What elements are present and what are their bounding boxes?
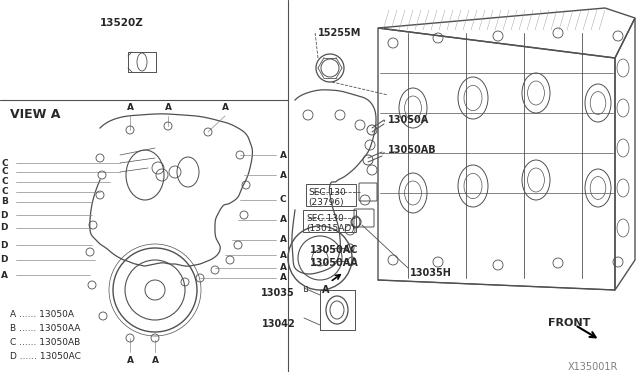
Text: FRONT: FRONT xyxy=(548,318,590,328)
Text: 13050A: 13050A xyxy=(388,115,429,125)
Bar xyxy=(303,210,356,232)
Text: C: C xyxy=(1,177,8,186)
Text: A: A xyxy=(127,103,134,112)
Text: A: A xyxy=(322,285,330,295)
Text: 13035H: 13035H xyxy=(410,268,452,278)
Text: D: D xyxy=(1,211,8,219)
Text: SEC.130: SEC.130 xyxy=(306,214,344,223)
Text: 13035: 13035 xyxy=(261,288,295,298)
Text: B ...... 13050AA: B ...... 13050AA xyxy=(10,324,81,333)
Text: C ...... 13050AB: C ...... 13050AB xyxy=(10,338,80,347)
Text: A: A xyxy=(280,151,287,160)
Text: A: A xyxy=(164,103,172,112)
Text: VIEW A: VIEW A xyxy=(10,108,60,121)
Text: A: A xyxy=(152,356,159,365)
Text: D: D xyxy=(1,224,8,232)
Text: 13520Z: 13520Z xyxy=(100,18,144,28)
Text: 13050AB: 13050AB xyxy=(388,145,436,155)
Text: D ...... 13050AC: D ...... 13050AC xyxy=(10,352,81,361)
Text: A: A xyxy=(280,235,287,244)
Text: SEC.130: SEC.130 xyxy=(308,188,346,197)
Text: D: D xyxy=(1,256,8,264)
Text: C: C xyxy=(1,187,8,196)
Text: B: B xyxy=(1,198,8,206)
Text: C: C xyxy=(1,167,8,176)
Text: A: A xyxy=(1,270,8,279)
Text: A: A xyxy=(280,273,287,282)
Text: 13050AC: 13050AC xyxy=(310,245,358,255)
Text: A: A xyxy=(280,215,287,224)
Text: (13015AD): (13015AD) xyxy=(306,224,355,233)
Text: C: C xyxy=(1,158,8,167)
Text: 13050AA: 13050AA xyxy=(310,258,359,268)
Text: A: A xyxy=(221,103,228,112)
Text: A: A xyxy=(127,356,134,365)
Text: A: A xyxy=(280,250,287,260)
Text: A: A xyxy=(280,170,287,180)
Text: D: D xyxy=(1,241,8,250)
Text: 15255M: 15255M xyxy=(318,28,362,38)
Text: C: C xyxy=(280,196,287,205)
Bar xyxy=(304,286,307,291)
Text: X135001R: X135001R xyxy=(568,362,618,372)
Text: (23796): (23796) xyxy=(308,198,344,207)
Text: 13042: 13042 xyxy=(262,319,296,329)
Text: A: A xyxy=(280,263,287,273)
Text: A ...... 13050A: A ...... 13050A xyxy=(10,310,74,319)
Bar xyxy=(306,184,356,206)
